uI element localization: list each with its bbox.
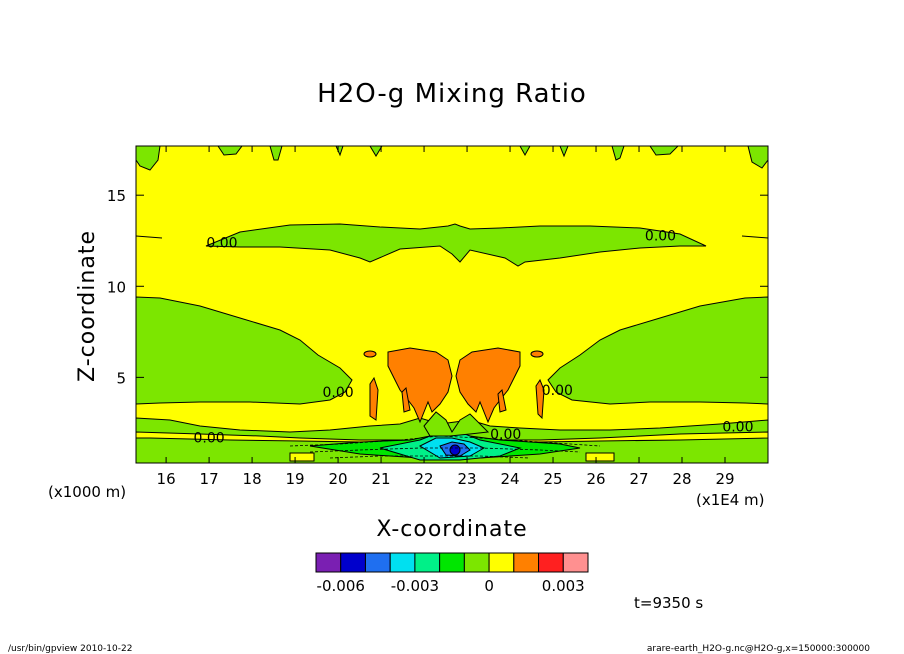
- field-orange-right-lobe: [455, 347, 521, 424]
- contour-label: 0.00: [542, 383, 573, 399]
- field-orange-strip-1: [369, 376, 379, 421]
- field-patch-box-1: [289, 452, 315, 462]
- field-orange-left-lobe: [387, 347, 453, 424]
- x-tick-label: 21: [372, 470, 391, 488]
- x-tick-label: 27: [629, 470, 648, 488]
- field-green-left-wedge: [136, 296, 353, 405]
- colorbar-swatch: [488, 552, 515, 573]
- y-tick-label: 15: [107, 187, 126, 205]
- colorbar-swatch: [562, 552, 589, 573]
- colorbar-swatch: [364, 552, 391, 573]
- x-tick-label: 17: [200, 470, 219, 488]
- colorbar-swatch: [315, 552, 342, 573]
- field-green-top-6: [559, 146, 569, 158]
- x-tick-label: 29: [715, 470, 734, 488]
- colorbar-tick-label: -0.003: [391, 577, 439, 595]
- field-orange-blob-right: [530, 350, 544, 358]
- contour-label: 0.00: [322, 385, 353, 401]
- field-green-top-5: [519, 146, 531, 157]
- footer-left: /usr/bin/gpview 2010-10-22: [8, 644, 132, 654]
- x-tick-label: 26: [586, 470, 605, 488]
- colorbar-swatch: [389, 552, 416, 573]
- y-axis-label: Z-coordinate: [75, 230, 100, 382]
- field-green-top-7: [611, 146, 625, 161]
- x-tick-label: 25: [543, 470, 562, 488]
- y-scale-note: (x1000 m): [48, 483, 126, 501]
- x-tick-label: 20: [329, 470, 348, 488]
- x-tick-label: 28: [672, 470, 691, 488]
- field-green-top-2: [269, 146, 283, 161]
- colorbar-swatch: [340, 552, 366, 573]
- field-green-upper-band: [205, 223, 707, 267]
- plot-area: [135, 145, 769, 464]
- colorbar-tick-label: 0.003: [542, 577, 585, 595]
- field-green-top-4: [369, 146, 383, 157]
- colorbar-tick-label: -0.006: [317, 577, 365, 595]
- x-tick-label: 16: [157, 470, 176, 488]
- colorbar-swatch: [538, 552, 564, 573]
- field-darkblue-core: [449, 444, 461, 456]
- field-green-top-right: [747, 146, 768, 169]
- field-yellow: [136, 146, 768, 463]
- contour-label: 0.00: [194, 430, 225, 446]
- contour-label: 0.00: [490, 427, 521, 443]
- y-tick-label: 5: [116, 369, 126, 387]
- x-tick-label: 23: [458, 470, 477, 488]
- time-label: t=9350 s: [634, 594, 703, 612]
- colorbar-swatch: [414, 552, 441, 573]
- contour-label: 0.00: [645, 228, 676, 244]
- x-axis-label: X-coordinate: [376, 517, 527, 542]
- x-axis: 16 17 18 19 20 21 22 23 24 25 26 27 28 29: [157, 146, 735, 488]
- x-scale-note: (x1E4 m): [696, 491, 765, 509]
- field-green-top-left: [136, 146, 161, 171]
- plot-frame: [135, 145, 769, 464]
- field-green-top-1: [217, 146, 243, 156]
- colorbar-swatch: [513, 552, 540, 573]
- x-tick-label: 24: [500, 470, 519, 488]
- field-orange-strip-2: [535, 378, 545, 420]
- x-tick-label: 18: [243, 470, 262, 488]
- colorbar-tick-label: 0: [484, 577, 494, 595]
- chart-title: H2O-g Mixing Ratio: [317, 79, 587, 109]
- colorbar-swatch: [439, 552, 465, 573]
- field-green-top-8: [649, 146, 679, 156]
- y-tick-label: 10: [107, 278, 126, 296]
- field-patch-box-2: [585, 452, 615, 462]
- colorbar: -0.006 -0.003 0 0.003: [315, 552, 589, 595]
- colorbar-swatch: [463, 552, 490, 573]
- y-axis: 5 10 15: [107, 187, 768, 387]
- negative-contours: [289, 435, 601, 459]
- x-tick-label: 22: [415, 470, 434, 488]
- field-orange-blob-left: [363, 350, 377, 358]
- field-orange-strip-3: [401, 386, 411, 413]
- footer-right: arare-earth_H2O-g.nc@H2O-g,x=150000:3000…: [647, 644, 870, 654]
- contour-label: 0.00: [722, 420, 753, 436]
- x-tick-label: 19: [286, 470, 305, 488]
- contour-labels: 0.00 0.00 0.00 0.00 0.00 0.00 0.00: [194, 228, 754, 446]
- contour-label: 0.00: [206, 236, 237, 252]
- field-green-right-wedge: [547, 296, 768, 405]
- field-yellow-bottom-strip: [136, 431, 768, 443]
- field-orange-strip-4: [497, 388, 507, 413]
